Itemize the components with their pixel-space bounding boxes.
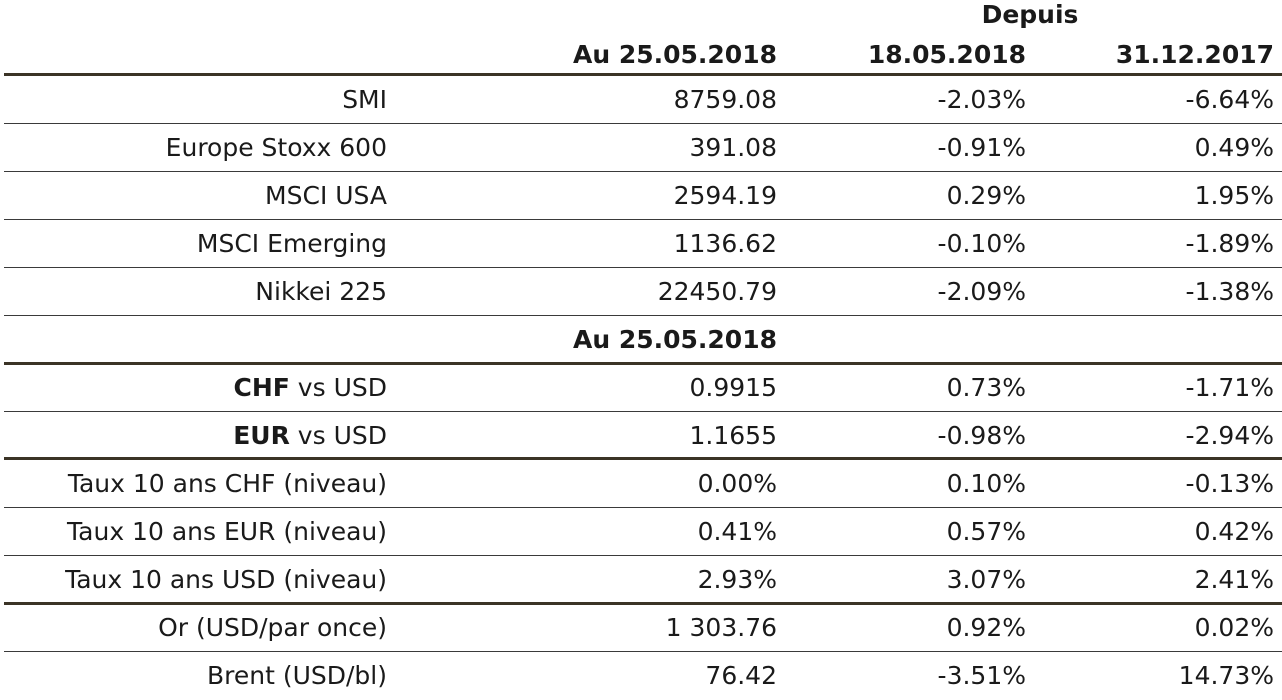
row-label: Nikkei 225 (255, 277, 387, 306)
row-value: 0.41% (697, 517, 777, 546)
row-change-year: -2.94% (1185, 421, 1274, 450)
row-change-week: 0.10% (946, 469, 1026, 498)
row-change-week: -0.91% (937, 133, 1026, 162)
row-change-week: 0.57% (946, 517, 1026, 546)
divider (4, 362, 1282, 365)
divider (4, 457, 1282, 460)
header-depuis: Depuis (981, 0, 1079, 29)
row-change-year: 0.49% (1194, 133, 1274, 162)
divider (4, 267, 1282, 268)
row-label: Taux 10 ans CHF (niveau) (67, 469, 387, 498)
row-change-week: -2.09% (937, 277, 1026, 306)
subheader-date: Au 25.05.2018 (572, 325, 777, 354)
row-label: Europe Stoxx 600 (165, 133, 387, 162)
row-change-year: 14.73% (1178, 661, 1274, 690)
row-label: MSCI Emerging (196, 229, 387, 258)
row-change-week: -2.03% (937, 85, 1026, 114)
row-label: Or (USD/par once) (158, 613, 387, 642)
row-change-week: -0.10% (937, 229, 1026, 258)
row-change-year: 0.42% (1194, 517, 1274, 546)
currency-code: EUR (233, 421, 290, 450)
row-value: 1.1655 (689, 421, 777, 450)
row-label: Taux 10 ans EUR (niveau) (67, 517, 387, 546)
row-value: 2594.19 (673, 181, 777, 210)
row-change-year: 0.02% (1194, 613, 1274, 642)
row-label: Taux 10 ans USD (niveau) (65, 565, 387, 594)
row-value: 8759.08 (673, 85, 777, 114)
header-col-current: Au 25.05.2018 (572, 40, 777, 69)
row-change-week: -0.98% (937, 421, 1026, 450)
divider (4, 651, 1282, 652)
divider (4, 123, 1282, 124)
row-change-year: -1.38% (1185, 277, 1274, 306)
row-value: 0.00% (697, 469, 777, 498)
row-change-year: 2.41% (1194, 565, 1274, 594)
divider (4, 219, 1282, 220)
row-change-year: -1.89% (1185, 229, 1274, 258)
header-col-week: 18.05.2018 (867, 40, 1026, 69)
currency-code: CHF (233, 373, 290, 402)
row-value: 1 303.76 (665, 613, 777, 642)
row-change-week: -3.51% (937, 661, 1026, 690)
row-value: 76.42 (705, 661, 777, 690)
row-change-year: -1.71% (1185, 373, 1274, 402)
row-value: 391.08 (689, 133, 777, 162)
header-col-year: 31.12.2017 (1115, 40, 1274, 69)
divider (4, 507, 1282, 508)
divider (4, 315, 1282, 316)
row-value: 0.9915 (689, 373, 777, 402)
divider (4, 411, 1282, 412)
row-label: MSCI USA (265, 181, 387, 210)
currency-suffix: vs USD (289, 421, 387, 450)
divider (4, 602, 1282, 605)
row-label: EUR vs USD (0, 412, 387, 460)
row-change-year: 1.95% (1194, 181, 1274, 210)
row-change-week: 0.73% (946, 373, 1026, 402)
row-change-week: 0.29% (946, 181, 1026, 210)
row-change-week: 0.92% (946, 613, 1026, 642)
row-change-year: -0.13% (1185, 469, 1274, 498)
row-label: CHF vs USD (0, 364, 388, 412)
row-label: SMI (342, 85, 387, 114)
divider (4, 73, 1282, 76)
row-value: 1136.62 (673, 229, 777, 258)
row-value: 2.93% (697, 565, 777, 594)
row-label: Brent (USD/bl) (206, 661, 387, 690)
divider (4, 171, 1282, 172)
row-change-year: -6.64% (1185, 85, 1274, 114)
divider (4, 555, 1282, 556)
row-value: 22450.79 (657, 277, 777, 306)
currency-suffix: vs USD (289, 373, 387, 402)
row-change-week: 3.07% (946, 565, 1026, 594)
